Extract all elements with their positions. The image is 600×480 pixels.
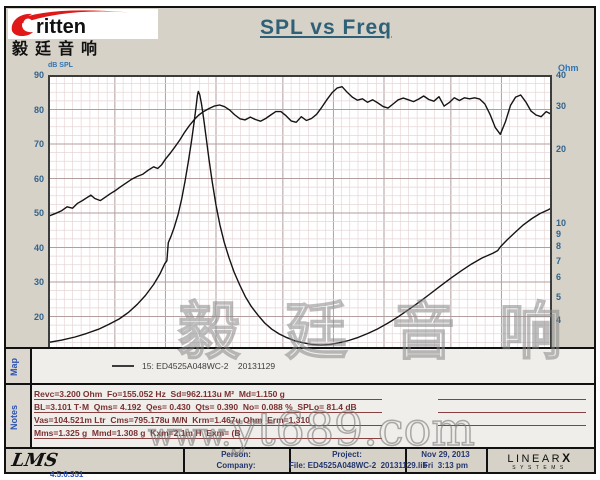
notes-line-1: Revc=3.200 Ohm Fo=155.052 Hz Sd=962.113u… bbox=[34, 389, 382, 400]
chart-panel: dB SPL Ohm LMS 90 80 70 60 50 40 30 20 10 40 30 20 1… bbox=[6, 41, 596, 389]
empty-note-field bbox=[438, 415, 586, 426]
y-right-tick-label: 6 bbox=[556, 272, 562, 283]
notes-line-3: Vas=104.521m Ltr Cms=795.178u M/N Krm=1.… bbox=[34, 415, 382, 426]
y-left-tick-label: 50 bbox=[33, 208, 44, 218]
status-seg-version: LMS 4.5.0.351 二月-12-2005 bbox=[6, 449, 185, 479]
notes-line-2: BL=3.101 T·M Qms= 4.192 Qes= 0.430 Qts= … bbox=[34, 402, 382, 413]
company-label: Company: bbox=[216, 461, 256, 470]
eritten-logo-icon: ritten bbox=[11, 10, 136, 38]
notes-row: Notes Revc=3.200 Ohm Fo=155.052 Hz Sd=96… bbox=[6, 383, 594, 449]
legend-line-sample bbox=[112, 365, 134, 367]
status-seg-datetime: Nov 29, 2013 Fri 3:13 pm bbox=[405, 449, 488, 472]
y-left-unit-label: dB SPL bbox=[48, 62, 73, 69]
y-left-tick-label: 40 bbox=[33, 242, 44, 253]
y-right-unit-label: Ohm bbox=[558, 63, 579, 73]
chinese-watermark: 毅 廷 音 响 bbox=[177, 297, 576, 368]
map-row: Map 15: ED4525A048WC-2 20131129 bbox=[6, 347, 594, 385]
y-right-tick-label: 4 bbox=[556, 315, 562, 326]
legend-label: 15: ED4525A048WC-2 20131129 bbox=[142, 361, 276, 371]
curve-legend: 15: ED4525A048WC-2 20131129 bbox=[112, 361, 275, 371]
version-number: 4.5.0.351 bbox=[50, 470, 84, 479]
y-right-tick-label: 10 bbox=[556, 217, 567, 228]
status-seg-person: Person: Company: bbox=[183, 449, 291, 472]
y-right-tick-label: 9 bbox=[556, 228, 562, 239]
y-right-tick-label: 7 bbox=[556, 255, 562, 266]
spl-freq-plot bbox=[48, 75, 552, 351]
lms-window: ritten SPL vs Freq 毅廷音响 dB SPL Ohm LMS 9… bbox=[4, 6, 596, 479]
y-left-tick-label: 90 bbox=[33, 70, 44, 80]
file-label: File: ED4525A048WC-2 20131129.lib bbox=[289, 461, 428, 470]
y-left-tick-label: 80 bbox=[33, 104, 44, 115]
status-seg-project: Project: File: ED4525A048WC-2 20131129.l… bbox=[289, 449, 428, 472]
map-tab: Map bbox=[6, 349, 32, 385]
empty-note-field bbox=[438, 402, 586, 413]
linearx-systems-text: SYSTEMS bbox=[512, 465, 568, 471]
version-block: 4.5.0.351 二月-12-2005 bbox=[50, 450, 98, 480]
project-label: Project: bbox=[332, 450, 362, 459]
y-right-tick-label: 40 bbox=[556, 70, 567, 80]
logo-chinese-text: 毅廷音响 bbox=[12, 41, 105, 58]
page-title: SPL vs Freq bbox=[260, 16, 392, 39]
time-text: Fri 3:13 pm bbox=[423, 461, 468, 470]
status-bar: LMS 4.5.0.351 二月-12-2005 Person: Company… bbox=[6, 447, 594, 479]
y-left-tick-label: 30 bbox=[33, 277, 44, 287]
y-right-tick-label: 8 bbox=[556, 241, 562, 252]
y-left-tick-label: 60 bbox=[33, 173, 44, 184]
notes-line-4: Mms=1.325 g Mmd=1.308 g Kxm=2.1m H Exm= … bbox=[34, 428, 382, 439]
y-right-tick-label: 20 bbox=[556, 143, 567, 154]
y-right-tick-label: 5 bbox=[556, 291, 562, 302]
linearx-logo: LINEARX bbox=[507, 451, 573, 465]
site-watermark: www.yt689.com bbox=[147, 401, 476, 457]
plot-area: LMS bbox=[48, 75, 596, 389]
y-left-tick-label: 20 bbox=[33, 311, 44, 322]
logo-box: ritten bbox=[8, 9, 158, 39]
empty-note-field bbox=[438, 389, 586, 400]
person-label: Person: bbox=[221, 450, 251, 459]
notes-tab: Notes bbox=[6, 385, 32, 449]
y-left-tick-label: 70 bbox=[33, 139, 44, 149]
header: ritten SPL vs Freq bbox=[6, 8, 594, 41]
date-text: Nov 29, 2013 bbox=[421, 450, 470, 459]
y-right-tick-label: 30 bbox=[556, 100, 567, 111]
status-seg-brand: LINEARX SYSTEMS bbox=[486, 449, 594, 472]
logo-text: ritten bbox=[36, 16, 86, 38]
